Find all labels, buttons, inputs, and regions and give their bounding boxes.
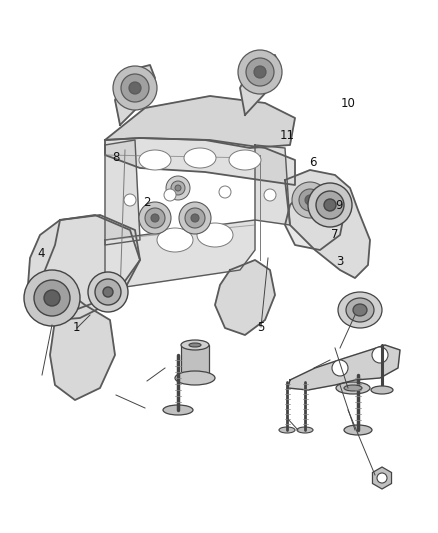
Text: 2: 2 (143, 196, 151, 209)
Circle shape (164, 189, 176, 201)
Ellipse shape (353, 304, 367, 316)
Circle shape (103, 287, 113, 297)
Circle shape (44, 290, 60, 306)
Circle shape (179, 202, 211, 234)
Polygon shape (105, 96, 295, 148)
Circle shape (305, 195, 315, 205)
Circle shape (299, 189, 321, 211)
Circle shape (121, 74, 149, 102)
Circle shape (185, 208, 205, 228)
Text: 8: 8 (113, 151, 120, 164)
Circle shape (113, 66, 157, 110)
Polygon shape (115, 65, 155, 125)
Ellipse shape (197, 223, 233, 247)
Text: 10: 10 (341, 98, 356, 110)
Text: 6: 6 (309, 156, 317, 169)
Circle shape (145, 208, 165, 228)
Circle shape (316, 191, 344, 219)
Ellipse shape (189, 343, 201, 347)
Polygon shape (45, 215, 140, 310)
Polygon shape (372, 467, 392, 489)
Circle shape (139, 202, 171, 234)
Circle shape (175, 185, 181, 191)
Circle shape (95, 279, 121, 305)
Text: 4: 4 (38, 247, 46, 260)
Ellipse shape (157, 228, 193, 252)
Ellipse shape (371, 386, 393, 394)
Text: 1: 1 (73, 321, 81, 334)
Circle shape (332, 360, 348, 376)
Circle shape (238, 50, 282, 94)
Polygon shape (50, 290, 115, 400)
Text: 7: 7 (331, 228, 339, 241)
Polygon shape (215, 260, 275, 335)
Ellipse shape (338, 292, 382, 328)
Ellipse shape (344, 385, 362, 391)
Ellipse shape (175, 371, 215, 385)
Ellipse shape (184, 148, 216, 168)
Polygon shape (105, 140, 140, 245)
Polygon shape (105, 138, 295, 185)
Text: 9: 9 (336, 199, 343, 212)
Ellipse shape (139, 150, 171, 170)
Polygon shape (240, 55, 280, 115)
Circle shape (166, 176, 190, 200)
Polygon shape (285, 185, 345, 250)
Circle shape (24, 270, 80, 326)
Circle shape (372, 347, 388, 363)
Ellipse shape (163, 405, 193, 415)
Text: 11: 11 (279, 130, 294, 142)
Circle shape (219, 186, 231, 198)
Ellipse shape (297, 427, 313, 433)
Circle shape (324, 199, 336, 211)
Circle shape (88, 272, 128, 312)
Ellipse shape (229, 150, 261, 170)
Circle shape (264, 189, 276, 201)
Ellipse shape (344, 425, 372, 435)
Circle shape (246, 58, 274, 86)
Circle shape (191, 214, 199, 222)
Polygon shape (285, 170, 370, 278)
Ellipse shape (181, 340, 209, 350)
Ellipse shape (336, 382, 370, 394)
Circle shape (34, 280, 70, 316)
Circle shape (171, 181, 185, 195)
Polygon shape (28, 215, 140, 320)
Polygon shape (255, 145, 290, 225)
Circle shape (129, 82, 141, 94)
Circle shape (377, 473, 387, 483)
Ellipse shape (279, 427, 295, 433)
Polygon shape (181, 345, 209, 378)
Ellipse shape (346, 298, 374, 322)
Circle shape (254, 66, 266, 78)
Circle shape (124, 194, 136, 206)
Circle shape (308, 183, 352, 227)
Circle shape (292, 182, 328, 218)
Text: 3: 3 (336, 255, 343, 268)
Polygon shape (288, 345, 400, 390)
Polygon shape (105, 220, 255, 290)
Circle shape (151, 214, 159, 222)
Text: 5: 5 (257, 321, 264, 334)
